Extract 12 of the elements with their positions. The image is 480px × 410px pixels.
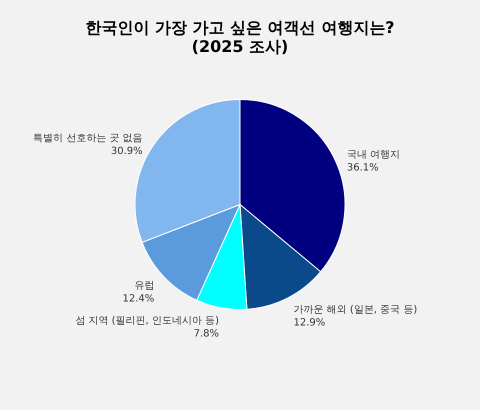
slice-label: 특별히 선호하는 곳 없음	[33, 132, 143, 144]
data-label: 12.4%	[122, 294, 154, 305]
data-label: 12.9%	[294, 318, 326, 329]
slice-label: 유럽	[134, 280, 154, 292]
slice-label: 섬 지역 (필리핀, 인도네시아 등)	[75, 316, 220, 327]
slice-label: 국내 여행지	[346, 149, 400, 160]
chart-title: 한국인이 가장 가고 싶은 여객선 여행지는?	[85, 18, 395, 37]
chart-subtitle: (2025 조사)	[192, 37, 288, 56]
slice-label: 가까운 해외 (일본, 중국 등)	[294, 304, 418, 316]
data-label: 7.8%	[194, 328, 220, 340]
data-label: 36.1%	[346, 162, 379, 174]
data-label: 30.9%	[110, 146, 143, 157]
